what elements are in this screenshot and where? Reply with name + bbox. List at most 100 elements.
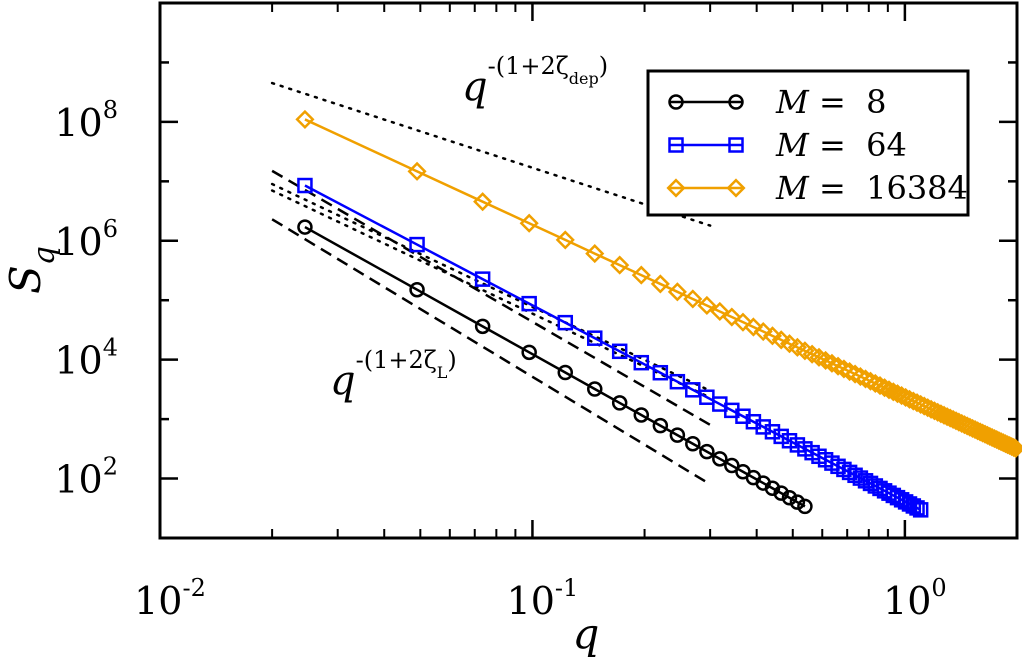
series-2-point-6 — [587, 330, 603, 346]
series-1-point-9 — [652, 417, 669, 434]
y-tick-label-3-exp: 6 — [103, 215, 118, 243]
series-1-point-5 — [557, 364, 574, 381]
series-layer — [295, 109, 1022, 518]
legend-item-1: M = 8 — [668, 83, 886, 121]
y-tick-label-3-base: 10 — [54, 220, 102, 264]
annotation-l-sub: L — [437, 363, 448, 382]
guide-line-dashed-5 — [271, 218, 711, 486]
x-tick-label-1-exp: -2 — [182, 574, 205, 602]
y-tick-label-3: 106 — [54, 215, 118, 264]
series-2-point-1 — [297, 177, 313, 194]
y-axis-title-main: S — [1, 265, 50, 294]
series-1-point-13 — [712, 451, 728, 467]
series-1-point-8 — [633, 407, 650, 423]
series-2-point-3 — [474, 271, 491, 287]
x-tick-label-2: 10-1 — [507, 574, 579, 623]
legend-items: M = 8M = 64M = 16384 — [666, 83, 968, 207]
annotation-dep-sup: -(1+2ζ — [488, 52, 569, 80]
series-2-point-5 — [557, 314, 574, 331]
y-tick-label-4: 108 — [54, 96, 118, 145]
legend-item-2-marker-right — [728, 137, 744, 153]
series-1-point-14 — [724, 457, 740, 474]
series-1-point-6 — [587, 381, 603, 397]
series-3-point-12 — [697, 295, 717, 316]
x-tick-label-2-base: 10 — [507, 579, 555, 623]
guide-line-dashed-4 — [271, 169, 711, 426]
x-tick-label-3-exp: 0 — [931, 574, 946, 602]
legend-item-3-label: M = 16384 — [775, 169, 968, 207]
series-1-point-10 — [669, 427, 686, 443]
series-1-point-3 — [474, 318, 491, 335]
series-3-point-16 — [743, 317, 763, 337]
series-3-point-18 — [762, 326, 783, 346]
y-tick-label-4-exp: 8 — [103, 96, 118, 124]
series-1-point-20 — [781, 490, 798, 506]
legend-item-1-marker-left — [668, 94, 684, 110]
series-2-point-32 — [857, 473, 874, 489]
series-1-line — [304, 225, 806, 508]
series-2-point-4 — [521, 295, 537, 312]
annotation-dep-var: q — [462, 64, 488, 110]
annotation-l-close: ) — [447, 346, 456, 374]
series-3-point-3 — [473, 192, 493, 212]
y-axis-title-sub: q — [27, 246, 62, 265]
series-3-point-8 — [631, 265, 651, 285]
plot-frame — [158, 1, 1019, 540]
series-3-point-5 — [555, 230, 575, 250]
series-3-point-35 — [870, 376, 890, 396]
legend: M = 8M = 64M = 16384 — [646, 69, 970, 217]
x-tick-label-3: 100 — [883, 574, 947, 623]
series-3-point-31 — [850, 366, 870, 387]
series-2-point-9 — [652, 364, 669, 381]
series-3-point-29 — [840, 361, 860, 382]
legend-item-1-marker-right — [728, 94, 744, 110]
series-3-point-33 — [860, 371, 881, 391]
series-3-point-1 — [295, 109, 315, 129]
y-tick-label-4-base: 10 — [54, 101, 102, 145]
annotation-l-sup: -(1+2ζ — [356, 346, 437, 374]
guide-line-dotted-2 — [270, 189, 712, 399]
legend-item-2-marker-left — [668, 137, 684, 153]
annotation-dep-close: ) — [599, 52, 608, 80]
guide-lines — [270, 81, 712, 486]
annotation-l: q-(1+2ζL) — [330, 346, 457, 404]
legend-item-1-label-var: M — [775, 83, 810, 121]
series-3 — [295, 109, 1022, 458]
legend-item-2-label: M = 64 — [775, 126, 907, 164]
series-3-point-32 — [855, 369, 876, 389]
series-2-point-44 — [909, 500, 925, 516]
series-1-point-19 — [773, 485, 789, 501]
axis-ticks — [158, 1, 1018, 540]
x-tick-label-3-base: 10 — [883, 579, 931, 623]
legend-item-3: M = 16384 — [666, 169, 968, 207]
legend-item-3-label-rest: = 16384 — [809, 169, 968, 207]
annotation-l-var: q — [330, 358, 356, 404]
x-tick-label-1-base: 10 — [134, 579, 182, 623]
series-1-point-12 — [699, 443, 715, 460]
series-1-point-7 — [611, 395, 628, 411]
legend-item-2-label-rest: = 64 — [809, 126, 907, 164]
y-tick-label-2: 104 — [54, 334, 118, 383]
series-2-point-16 — [745, 413, 762, 430]
series-3-point-7 — [610, 255, 630, 275]
series-3-point-30 — [845, 364, 865, 384]
legend-item-1-label: M = 8 — [775, 83, 886, 121]
series-2-point-2 — [409, 236, 425, 253]
series-3-point-17 — [753, 321, 773, 342]
series-3-point-9 — [650, 274, 670, 294]
x-axis-title: q — [573, 609, 600, 658]
series-3-point-13 — [710, 301, 730, 322]
series-3-point-81 — [1006, 438, 1022, 458]
series-1-point-21 — [789, 494, 806, 510]
series-2-point-19 — [773, 428, 789, 445]
legend-box — [646, 69, 970, 217]
series-3-point-37 — [879, 380, 899, 400]
series-3-point-2 — [407, 161, 427, 181]
series-3-point-4 — [519, 213, 539, 233]
series-1-point-22 — [797, 498, 813, 515]
series-1 — [297, 219, 813, 515]
series-3-point-27 — [828, 356, 848, 376]
y-tick-label-2-exp: 4 — [103, 334, 118, 362]
